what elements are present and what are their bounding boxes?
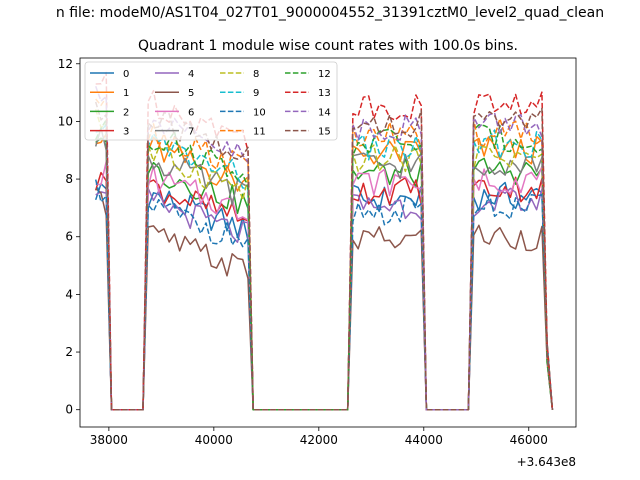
y-tick-label: 6 (65, 230, 73, 244)
legend-label: 6 (188, 107, 194, 118)
legend-entry-1: 1 (90, 88, 129, 99)
legend-entry-12: 12 (285, 69, 331, 80)
legend-label: 11 (253, 127, 266, 138)
legend-entry-5: 5 (155, 88, 194, 99)
legend-label: 10 (253, 107, 266, 118)
legend-entry-6: 6 (155, 107, 194, 118)
series-line-2 (95, 137, 554, 411)
y-tick-label: 10 (58, 114, 73, 128)
legend-entry-8: 8 (220, 69, 259, 80)
legend-label: 13 (318, 88, 331, 99)
legend-entry-0: 0 (90, 69, 129, 80)
series-line-11 (95, 96, 554, 411)
y-tick-label: 2 (65, 345, 73, 359)
legend-entry-3: 3 (90, 127, 129, 138)
legend-label: 0 (123, 69, 129, 80)
series-line-0 (94, 181, 554, 411)
legend-label: 12 (318, 69, 331, 80)
chart-title: Quadrant 1 module wise count rates with … (138, 38, 518, 54)
series-line-10 (94, 179, 554, 411)
legend-entry-11: 11 (220, 127, 266, 138)
legend-entry-13: 13 (285, 88, 331, 99)
legend-label: 4 (188, 69, 194, 80)
legend-label: 7 (188, 127, 194, 138)
legend-entry-4: 4 (155, 69, 194, 80)
legend-label: 5 (188, 88, 194, 99)
y-axis: 0 2 4 6 8 10 12 (58, 57, 80, 417)
y-tick-label: 4 (65, 287, 73, 301)
legend-label: 9 (253, 88, 259, 99)
series-line-8 (94, 109, 554, 411)
y-tick-label: 0 (65, 403, 73, 417)
y-tick-label: 8 (65, 172, 73, 186)
x-axis: 38000 40000 42000 44000 46000 (90, 427, 548, 447)
legend-label: 3 (123, 127, 129, 138)
legend-entry-2: 2 (90, 107, 129, 118)
legend-label: 15 (318, 127, 331, 138)
series-line-5 (95, 187, 554, 411)
legend-label: 1 (123, 88, 129, 99)
legend-entry-9: 9 (220, 88, 259, 99)
y-tick-label: 12 (58, 57, 73, 71)
axes-frame (79, 57, 577, 428)
legend-entry-10: 10 (220, 107, 266, 118)
x-tick-label: 46000 (510, 433, 548, 447)
legend-label: 2 (123, 107, 129, 118)
legend-entry-15: 15 (285, 127, 331, 138)
legend-label: 8 (253, 69, 259, 80)
x-tick-label: 42000 (300, 433, 338, 447)
series-line-12 (95, 119, 554, 411)
series-line-9 (95, 123, 554, 411)
figure-suptitle: n file: modeM0/AS1T04_027T01_9000004552_… (56, 5, 604, 21)
legend-entry-7: 7 (155, 127, 194, 138)
x-tick-label: 38000 (90, 433, 128, 447)
x-tick-label: 44000 (405, 433, 443, 447)
legend-label: 14 (318, 107, 331, 118)
legend-entry-14: 14 (285, 107, 331, 118)
series-line-4 (95, 187, 554, 411)
x-offset-label: +3.643e8 (517, 455, 576, 469)
series-line-6 (95, 160, 554, 411)
series-line-15 (94, 101, 554, 411)
legend-box (84, 61, 338, 141)
x-tick-label: 40000 (195, 433, 233, 447)
